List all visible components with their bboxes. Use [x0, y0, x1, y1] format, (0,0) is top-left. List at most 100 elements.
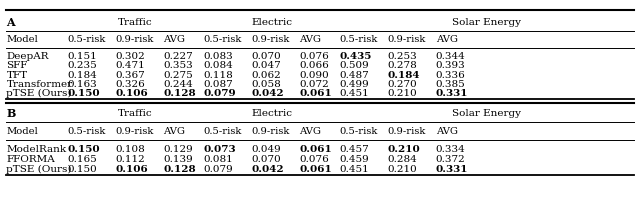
- Text: Model: Model: [6, 127, 38, 136]
- Text: 0.049: 0.049: [252, 145, 281, 154]
- Text: 0.509: 0.509: [340, 61, 369, 70]
- Text: 0.047: 0.047: [252, 61, 281, 70]
- Text: 0.435: 0.435: [340, 52, 372, 61]
- Text: 0.184: 0.184: [67, 71, 97, 80]
- Text: AVG: AVG: [300, 35, 321, 44]
- Text: 0.129: 0.129: [163, 145, 193, 154]
- Text: 0.5-risk: 0.5-risk: [204, 127, 242, 136]
- Text: 0.128: 0.128: [163, 165, 196, 174]
- Text: 0.487: 0.487: [340, 71, 369, 80]
- Text: 0.061: 0.061: [300, 89, 332, 98]
- Text: 0.150: 0.150: [67, 165, 97, 174]
- Text: DeepAR: DeepAR: [6, 52, 49, 61]
- Text: 0.9-risk: 0.9-risk: [388, 35, 426, 44]
- Text: Model: Model: [6, 35, 38, 44]
- Text: 0.367: 0.367: [115, 71, 145, 80]
- Text: 0.118: 0.118: [204, 71, 233, 80]
- Text: 0.070: 0.070: [252, 155, 281, 164]
- Text: 0.184: 0.184: [388, 71, 420, 80]
- Text: 0.331: 0.331: [436, 89, 468, 98]
- Text: 0.499: 0.499: [340, 80, 369, 89]
- Text: 0.070: 0.070: [252, 52, 281, 61]
- Text: ModelRank: ModelRank: [6, 145, 67, 154]
- Text: 0.393: 0.393: [436, 61, 465, 70]
- Text: 0.457: 0.457: [340, 145, 369, 154]
- Text: TFT: TFT: [6, 71, 28, 80]
- Text: 0.058: 0.058: [252, 80, 281, 89]
- Text: 0.344: 0.344: [436, 52, 465, 61]
- Text: 0.108: 0.108: [115, 145, 145, 154]
- Text: 0.066: 0.066: [300, 61, 329, 70]
- Text: 0.372: 0.372: [436, 155, 465, 164]
- Text: 0.471: 0.471: [115, 61, 145, 70]
- Text: 0.459: 0.459: [340, 155, 369, 164]
- Text: 0.5-risk: 0.5-risk: [340, 35, 378, 44]
- Text: 0.128: 0.128: [163, 89, 196, 98]
- Text: 0.275: 0.275: [163, 71, 193, 80]
- Text: 0.9-risk: 0.9-risk: [388, 127, 426, 136]
- Text: 0.235: 0.235: [67, 61, 97, 70]
- Text: FFORMA: FFORMA: [6, 155, 55, 164]
- Text: Traffic: Traffic: [118, 109, 153, 118]
- Text: 0.284: 0.284: [388, 155, 417, 164]
- Text: 0.150: 0.150: [67, 89, 100, 98]
- Text: 0.5-risk: 0.5-risk: [67, 127, 106, 136]
- Text: pTSE (Ours): pTSE (Ours): [6, 165, 72, 174]
- Text: 0.9-risk: 0.9-risk: [252, 127, 290, 136]
- Text: 0.150: 0.150: [67, 145, 100, 154]
- Text: A: A: [6, 17, 15, 28]
- Text: AVG: AVG: [436, 35, 458, 44]
- Text: 0.165: 0.165: [67, 155, 97, 164]
- Text: 0.336: 0.336: [436, 71, 465, 80]
- Text: 0.090: 0.090: [300, 71, 329, 80]
- Text: 0.334: 0.334: [436, 145, 465, 154]
- Text: 0.061: 0.061: [300, 145, 332, 154]
- Text: pTSE (Ours): pTSE (Ours): [6, 89, 72, 98]
- Text: 0.451: 0.451: [340, 165, 369, 174]
- Text: 0.106: 0.106: [115, 89, 148, 98]
- Text: 0.073: 0.073: [204, 145, 236, 154]
- Text: 0.5-risk: 0.5-risk: [340, 127, 378, 136]
- Text: 0.210: 0.210: [388, 89, 417, 98]
- Text: 0.244: 0.244: [163, 80, 193, 89]
- Text: 0.270: 0.270: [388, 80, 417, 89]
- Text: 0.353: 0.353: [163, 61, 193, 70]
- Text: 0.061: 0.061: [300, 165, 332, 174]
- Text: 0.139: 0.139: [163, 155, 193, 164]
- Text: 0.9-risk: 0.9-risk: [252, 35, 290, 44]
- Text: 0.9-risk: 0.9-risk: [115, 35, 154, 44]
- Text: 0.084: 0.084: [204, 61, 233, 70]
- Text: Traffic: Traffic: [118, 18, 153, 27]
- Text: 0.042: 0.042: [252, 165, 284, 174]
- Text: 0.087: 0.087: [204, 80, 233, 89]
- Text: 0.227: 0.227: [163, 52, 193, 61]
- Text: Transformer: Transformer: [6, 80, 72, 89]
- Text: SFF: SFF: [6, 61, 28, 70]
- Text: AVG: AVG: [300, 127, 321, 136]
- Text: 0.5-risk: 0.5-risk: [204, 35, 242, 44]
- Text: 0.210: 0.210: [388, 165, 417, 174]
- Text: AVG: AVG: [163, 35, 185, 44]
- Text: 0.081: 0.081: [204, 155, 233, 164]
- Text: 0.112: 0.112: [115, 155, 145, 164]
- Text: 0.385: 0.385: [436, 80, 465, 89]
- Text: 0.106: 0.106: [115, 165, 148, 174]
- Text: 0.253: 0.253: [388, 52, 417, 61]
- Text: AVG: AVG: [163, 127, 185, 136]
- Text: 0.9-risk: 0.9-risk: [115, 127, 154, 136]
- Text: 0.278: 0.278: [388, 61, 417, 70]
- Text: 0.151: 0.151: [67, 52, 97, 61]
- Text: AVG: AVG: [436, 127, 458, 136]
- Text: Electric: Electric: [251, 18, 292, 27]
- Text: Solar Energy: Solar Energy: [452, 18, 521, 27]
- Text: 0.076: 0.076: [300, 155, 329, 164]
- Text: 0.079: 0.079: [204, 89, 236, 98]
- Text: 0.210: 0.210: [388, 145, 420, 154]
- Text: 0.331: 0.331: [436, 165, 468, 174]
- Text: 0.079: 0.079: [204, 165, 233, 174]
- Text: 0.5-risk: 0.5-risk: [67, 35, 106, 44]
- Text: 0.302: 0.302: [115, 52, 145, 61]
- Text: 0.072: 0.072: [300, 80, 329, 89]
- Text: 0.062: 0.062: [252, 71, 281, 80]
- Text: 0.163: 0.163: [67, 80, 97, 89]
